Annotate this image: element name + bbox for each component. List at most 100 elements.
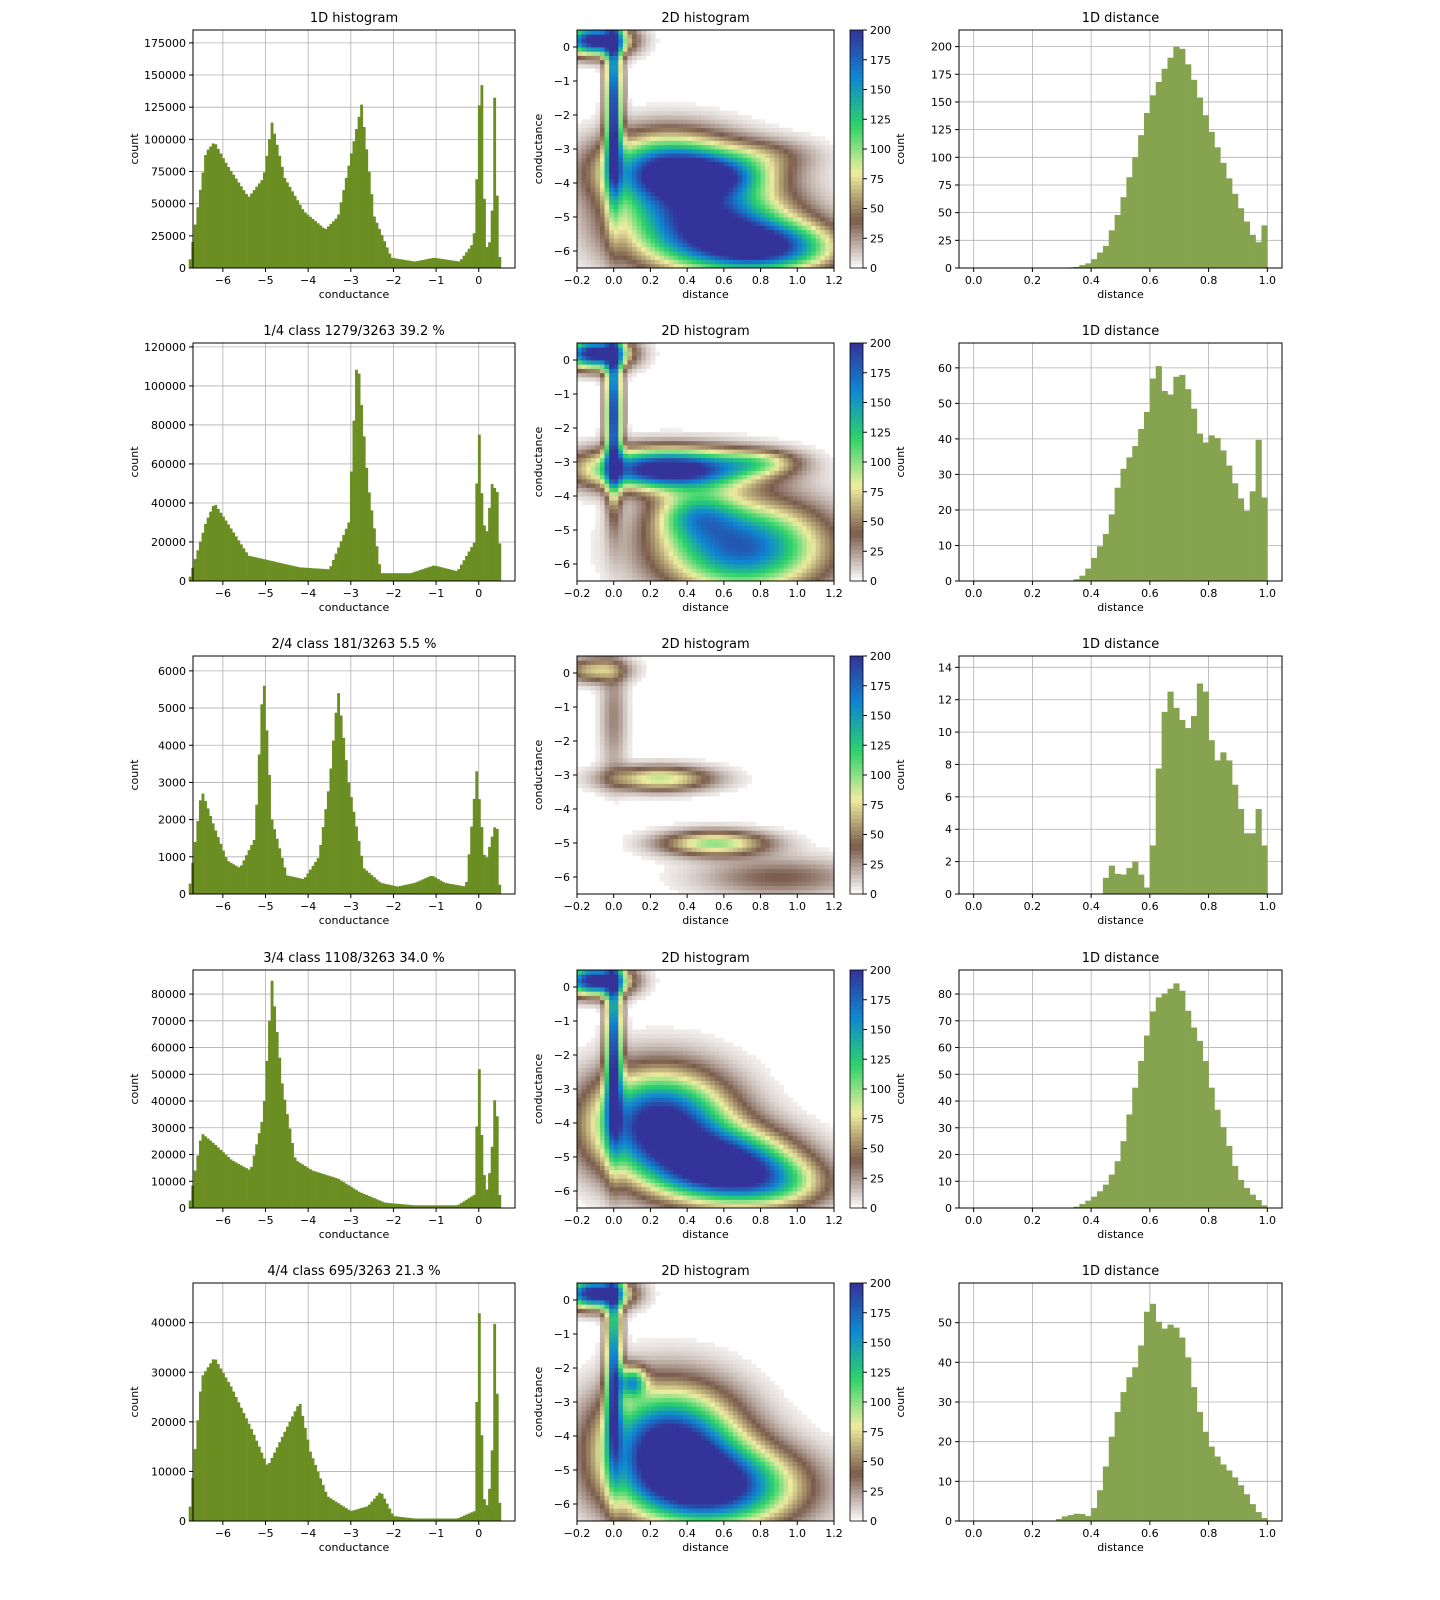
heatmap-cell [655,144,661,150]
heatmap-cell [824,453,830,459]
heatmap-cell [604,483,610,488]
heatmap-cell [719,479,725,484]
colorbar-tick-label: 100 [870,456,891,469]
histogram-bar [349,153,353,268]
heatmap-cell [613,225,619,231]
heatmap-cell [691,195,697,201]
heatmap-cell [714,453,720,459]
heatmap-cell [668,559,674,565]
heatmap-cell [613,419,619,425]
heatmap-cell [632,479,638,484]
heatmap-cell [751,132,757,137]
heatmap-cell [613,183,619,188]
heatmap-cell [751,559,757,565]
colorbar-segment [850,240,863,245]
heatmap-cell [677,483,683,488]
heatmap-cell [677,106,683,112]
heatmap-cell [687,534,693,539]
heatmap-cell [599,127,605,133]
colorbar-segment [850,343,863,348]
histogram-bar [1220,162,1227,268]
heatmap-cell [595,42,601,48]
heatmap-cell [783,462,789,467]
heatmap-cell [627,183,633,188]
heatmap-cell [636,483,642,488]
heatmap-cell [668,428,674,433]
heatmap-cell [687,538,693,544]
heatmap-cell [829,470,835,476]
heatmap-cell [650,555,656,561]
heatmap-cell [613,496,619,501]
heatmap-cell [765,508,771,514]
heatmap-cell [664,564,670,569]
heatmap-cell [673,470,679,476]
heatmap-cell [673,508,679,514]
heatmap-cell [641,432,647,437]
heatmap-cell [599,555,605,561]
heatmap-cell [599,474,605,480]
heatmap-cell [746,513,752,518]
heatmap-cell [655,508,661,514]
heatmap-cell [599,411,605,416]
heatmap-cell [590,161,596,167]
histogram-bar [434,257,438,268]
heatmap-cell [645,568,651,573]
heatmap-cell [590,255,596,260]
heatmap-cell [801,530,807,535]
heatmap-cell [599,449,605,454]
heatmap-cell [581,157,587,163]
heatmap-cell [705,445,711,450]
heatmap-cell [760,251,766,256]
heatmap-cell [655,491,661,497]
heatmap-cell [627,246,633,252]
heatmap-cell [769,132,775,137]
heatmap-cell [783,204,789,209]
heatmap-cell [806,487,812,493]
heatmap-cell [815,559,821,565]
heatmap-cell [613,491,619,497]
heatmap-cell [751,200,757,205]
histogram-bar [1132,446,1139,581]
heatmap-cell [801,487,807,493]
heatmap-cell [613,64,619,69]
heatmap-cell [668,572,674,578]
heatmap-cell [733,195,739,201]
heatmap-cell [737,483,743,488]
heatmap-cell [723,174,729,180]
heatmap-cell [636,525,642,531]
histogram-bar [260,180,264,268]
heatmap-cell [632,195,638,201]
heatmap-cell [733,479,739,484]
heatmap-cell [719,166,725,171]
heatmap-cell [733,221,739,226]
histogram-bar [329,223,333,268]
heatmap-cell [632,530,638,535]
heatmap-cell [723,470,729,476]
heatmap-cell [801,462,807,467]
heatmap-cell [650,491,656,497]
heatmap-cell [632,525,638,531]
heatmap-cell [774,170,780,175]
tick-label-x: 0.4 [678,274,696,287]
heatmap-cell [824,559,830,565]
heatmap-cell [719,251,725,256]
heatmap-cell [797,568,803,573]
heatmap-cell [737,517,743,522]
heatmap-cell [659,457,665,463]
histogram-bar [362,127,366,268]
heatmap-cell [664,136,670,141]
heatmap-cell [760,534,766,539]
heatmap-cell [742,436,748,442]
heatmap-cell [609,106,615,112]
heatmap-cell [622,64,628,69]
histogram-bar [311,568,315,581]
heatmap-cell [755,530,761,535]
heatmap-cell [586,500,592,505]
heatmap-cell [590,30,596,35]
colorbar-segment [850,382,863,388]
heatmap-cell [806,140,812,146]
heatmap-cell [664,208,670,214]
heatmap-cell [687,251,693,256]
heatmap-cell [609,406,615,412]
heatmap-cell [599,406,605,412]
